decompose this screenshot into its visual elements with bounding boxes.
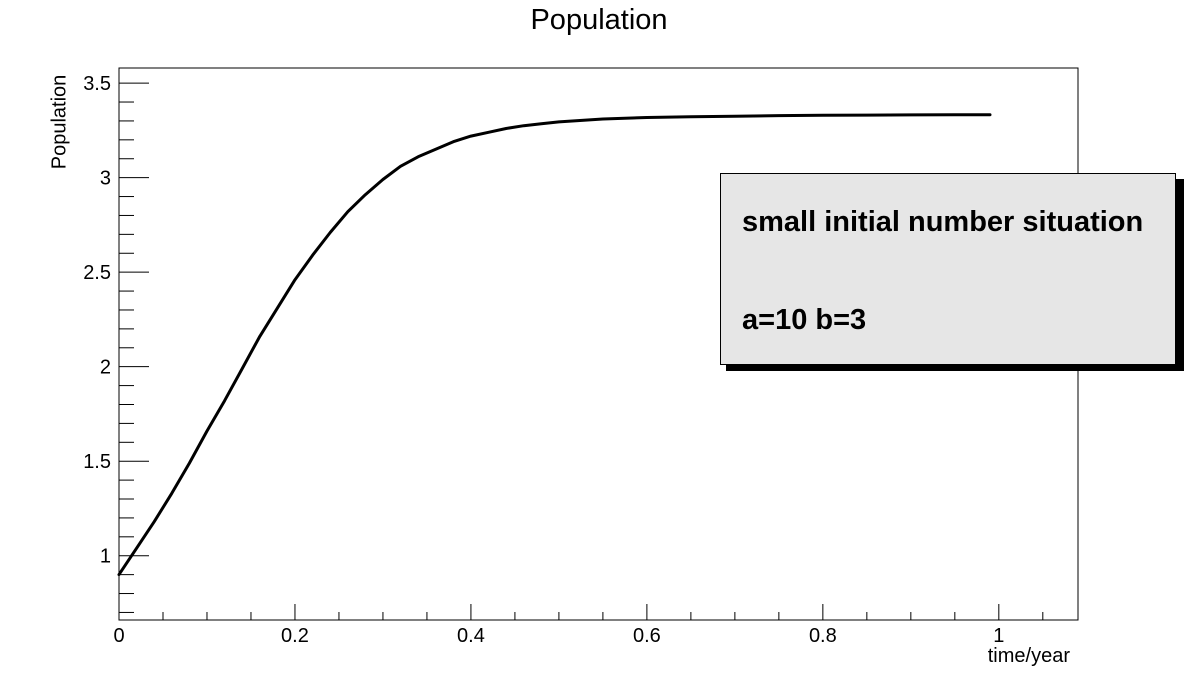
x-tick-label: 0.8 bbox=[809, 625, 837, 647]
x-axis-label: time/year bbox=[987, 645, 1070, 667]
y-tick-label: 3 bbox=[100, 168, 111, 190]
axis-ticks bbox=[118, 82, 1044, 620]
series-line-population bbox=[117, 113, 992, 577]
x-tick-label: 0.4 bbox=[457, 625, 485, 647]
y-tick-label: 1 bbox=[100, 546, 111, 568]
tick-labels: 0 0.2 0.4 0.6 0.8 1 1 1.5 2 2.5 3 3.5 bbox=[83, 73, 1004, 647]
x-tick-label: 0 bbox=[113, 625, 124, 647]
legend-line-2: a=10 b=3 bbox=[742, 304, 867, 336]
x-tick-label: 1 bbox=[993, 625, 1004, 647]
legend-line-1: small initial number situation bbox=[742, 206, 1144, 238]
y-tick-label: 1.5 bbox=[83, 451, 111, 473]
chart-title: Population bbox=[530, 4, 668, 36]
x-tick-label: 0.6 bbox=[633, 625, 661, 647]
legend-box: small initial number situation a=10 b=3 bbox=[720, 173, 1176, 365]
x-tick-label: 0.2 bbox=[281, 625, 309, 647]
y-axis-label: Population bbox=[48, 74, 71, 170]
y-tick-label: 3.5 bbox=[83, 73, 111, 95]
y-tick-label: 2 bbox=[100, 357, 111, 379]
y-tick-label: 2.5 bbox=[83, 262, 111, 284]
